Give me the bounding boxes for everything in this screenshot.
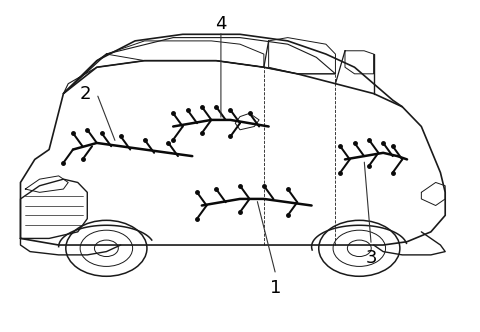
- Text: 3: 3: [365, 249, 377, 267]
- Text: 2: 2: [79, 85, 91, 103]
- Text: 4: 4: [215, 15, 227, 34]
- Text: 1: 1: [270, 279, 281, 297]
